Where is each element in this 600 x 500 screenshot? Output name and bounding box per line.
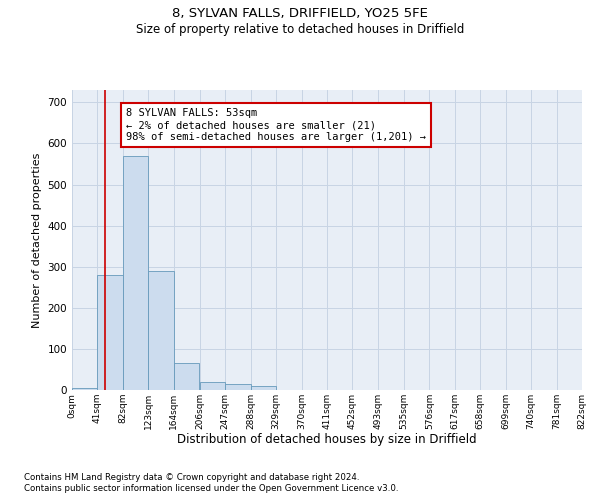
Bar [174,364,199,390]
Text: 8 SYLVAN FALLS: 53sqm
← 2% of detached houses are smaller (21)
98% of semi-detac: 8 SYLVAN FALLS: 53sqm ← 2% of detached h… [126,108,426,142]
Bar [251,386,276,390]
Y-axis label: Number of detached properties: Number of detached properties [32,152,42,328]
Text: Contains HM Land Registry data © Crown copyright and database right 2024.: Contains HM Land Registry data © Crown c… [24,472,359,482]
Text: 8, SYLVAN FALLS, DRIFFIELD, YO25 5FE: 8, SYLVAN FALLS, DRIFFIELD, YO25 5FE [172,8,428,20]
Bar [148,271,174,390]
Bar [200,382,225,390]
Bar [225,384,251,390]
Text: Size of property relative to detached houses in Driffield: Size of property relative to detached ho… [136,22,464,36]
Bar [97,275,123,390]
Bar [123,156,148,390]
Text: Distribution of detached houses by size in Driffield: Distribution of detached houses by size … [177,432,477,446]
Bar [72,388,97,390]
Text: Contains public sector information licensed under the Open Government Licence v3: Contains public sector information licen… [24,484,398,493]
